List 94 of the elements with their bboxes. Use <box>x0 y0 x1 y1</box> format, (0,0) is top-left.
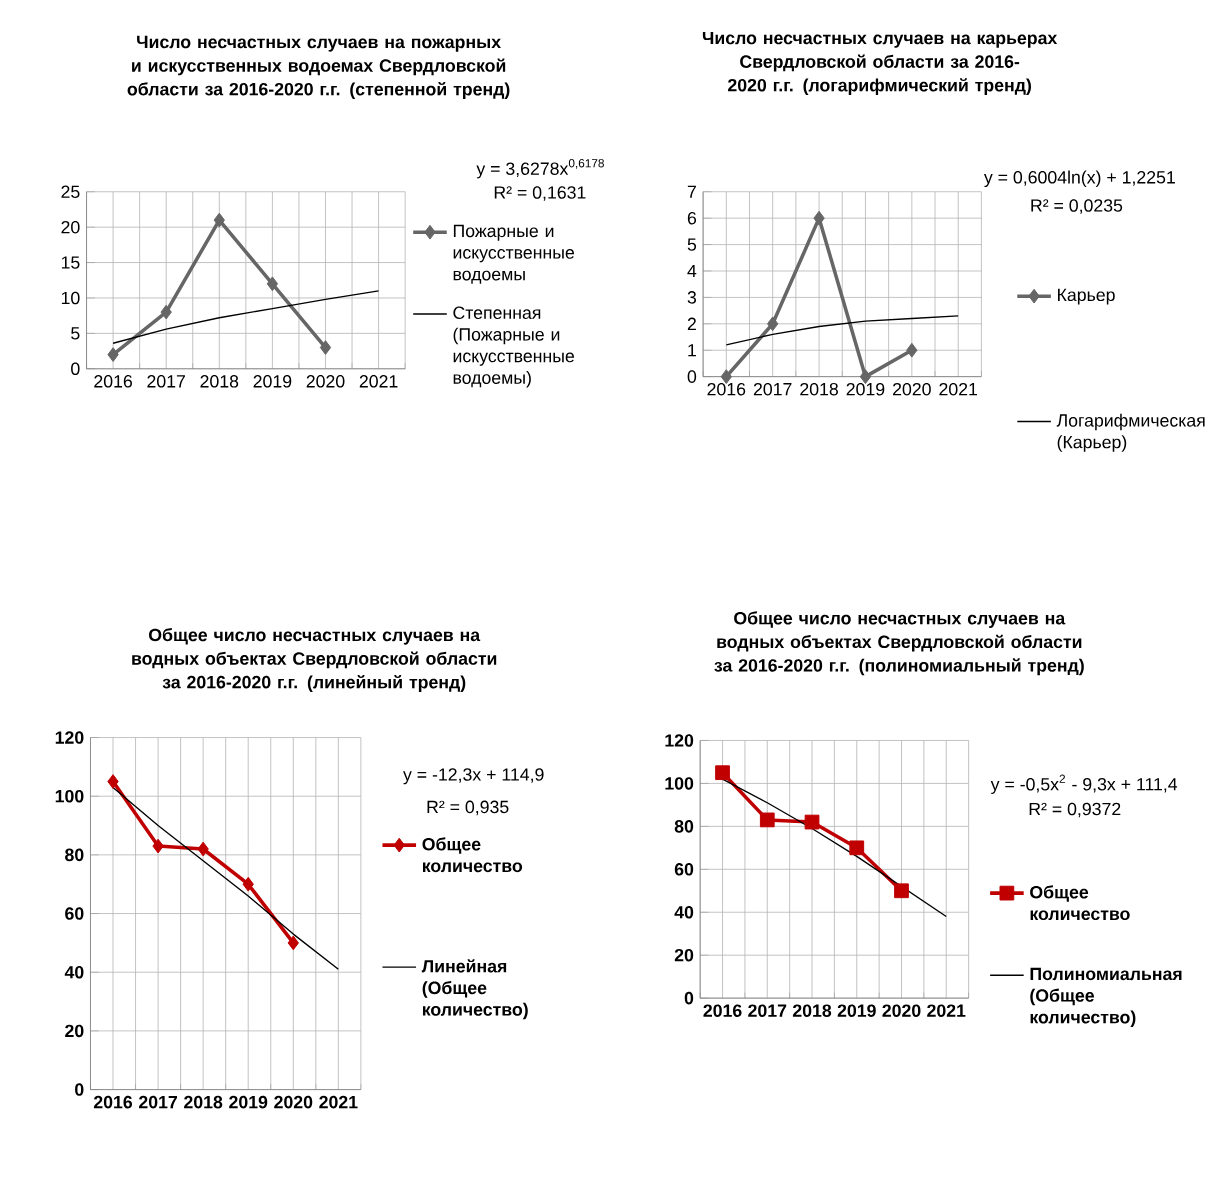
x-tick-label: 2018 <box>184 1095 223 1109</box>
y-tick-label: 1 <box>688 344 696 357</box>
y-tick-label: 0 <box>75 1083 84 1096</box>
legend-label: Степенная (Пожарные и искусственные водоемы) <box>453 306 575 388</box>
point <box>859 369 872 384</box>
line-series <box>725 315 959 346</box>
y-tick-label: 40 <box>64 965 84 979</box>
point <box>242 876 254 892</box>
point <box>759 812 775 828</box>
y-tick-label: 15 <box>61 256 80 269</box>
y-tick-label: 40 <box>674 905 694 919</box>
x-tick-label: 2021 <box>927 1004 966 1017</box>
point <box>266 276 279 292</box>
y-tick-label: 5 <box>71 327 80 340</box>
x-tick-label: 2017 <box>147 375 185 388</box>
text: R² = 0,0235 <box>1031 199 1123 214</box>
x-tick-label: 2021 <box>359 375 398 388</box>
x-tick-label: 2017 <box>753 382 792 396</box>
x-tick-label: 2020 <box>893 382 931 396</box>
x-tick-label: 2019 <box>253 375 292 388</box>
point <box>197 841 209 857</box>
x-tick-label: 2016 <box>93 1095 133 1109</box>
line-series <box>112 290 380 344</box>
text: y = -0,5x$^{2}$ - 9,3x + 111,4 <box>990 774 1178 794</box>
chart-title: Число несчастных случаев на карьерах Свердловской области за 2016-2020 г.г. (логарифмический тренд) <box>702 31 1058 95</box>
text: y = 0,6004ln(x) + 1,2251 <box>983 170 1175 188</box>
y-tick-label: 120 <box>55 731 84 744</box>
x-tick-label: 2016 <box>707 382 746 396</box>
y-tick-label: 100 <box>55 789 84 803</box>
legend-label: Пожарные и искусственные водоемы <box>453 224 575 284</box>
y-tick-label: 2 <box>687 317 696 330</box>
y-tick-label: 20 <box>674 948 694 962</box>
x-tick-label: 2017 <box>748 1004 787 1017</box>
chart-title: Общее число несчастных случаев на водных объектах Свердловской области за 2016-2020 г.г. (линейный тренд) <box>132 628 497 692</box>
x-tick-label: 2020 <box>274 1095 313 1109</box>
x-tick-label: 2016 <box>94 375 132 388</box>
y-tick-label: 0 <box>687 370 697 383</box>
text: R² = 0,9372 <box>1029 802 1121 818</box>
y-tick-label: 25 <box>61 185 80 199</box>
point <box>213 212 225 228</box>
x-tick-label: 2020 <box>306 375 345 388</box>
legend-label: Карьер <box>1058 288 1115 305</box>
x-tick-label: 2020 <box>882 1004 921 1017</box>
chart-title: Общее число несчастных случаев на водных объектах Свердловской области за 2016-2020 г.г. (полиномиальный тренд) <box>714 611 1084 676</box>
text: y = -12,3x + 114,9 <box>403 768 544 785</box>
point <box>906 342 918 358</box>
point <box>804 814 820 830</box>
text: R² = 0,935 <box>427 800 509 816</box>
legend-label: Общее количество <box>422 837 523 873</box>
point <box>287 935 299 951</box>
chart-title: Число несчастных случаев на пожарных и искусственных водоемах Свердловской области за 2016-2020 г.г. (степенной тренд) <box>127 35 510 99</box>
y-tick-label: 0 <box>71 362 80 376</box>
point <box>152 838 164 854</box>
y-tick-label: 7 <box>687 185 696 198</box>
point <box>107 774 119 789</box>
y-tick-label: 60 <box>65 907 84 920</box>
y-tick-label: 80 <box>65 848 84 862</box>
point <box>894 883 909 899</box>
legend-label: Логарифмическая (Карьер) <box>1056 413 1205 452</box>
x-tick-label: 2017 <box>139 1095 177 1109</box>
y-tick-label: 0 <box>684 991 694 1005</box>
point <box>715 765 730 781</box>
point <box>319 340 332 355</box>
x-tick-label: 2016 <box>703 1004 742 1017</box>
text: R² = 0,1631 <box>494 186 586 201</box>
x-tick-label: 2021 <box>939 382 978 396</box>
x-tick-label: 2019 <box>229 1095 268 1109</box>
x-tick-label: 2018 <box>792 1004 832 1017</box>
y-tick-label: 5 <box>687 238 697 251</box>
y-tick-label: 20 <box>65 1024 84 1038</box>
x-tick-label: 2019 <box>837 1004 876 1017</box>
x-tick-label: 2021 <box>319 1095 358 1109</box>
y-tick-label: 4 <box>687 264 697 278</box>
y-tick-label: 80 <box>674 820 694 833</box>
y-tick-label: 10 <box>61 291 80 305</box>
y-tick-label: 120 <box>665 734 694 747</box>
x-tick-label: 2018 <box>800 382 838 396</box>
y-tick-label: 6 <box>687 211 697 225</box>
point <box>813 210 825 226</box>
point <box>160 304 172 320</box>
text: y = 3,6278x$^{0,6178}$ <box>476 159 604 179</box>
x-tick-label: 2019 <box>846 382 885 396</box>
point <box>720 369 732 384</box>
y-tick-label: 100 <box>665 777 694 790</box>
point <box>107 347 119 362</box>
legend-label: Полиномиальная (Общее количество) <box>1030 967 1182 1027</box>
legend-label: Общее количество <box>1030 885 1130 921</box>
y-tick-label: 60 <box>674 863 694 876</box>
point <box>767 316 779 332</box>
y-tick-label: 3 <box>687 291 697 304</box>
legend-label: Линейная (Общее количество) <box>421 959 528 1020</box>
x-tick-label: 2018 <box>200 375 239 388</box>
point <box>849 840 865 856</box>
y-tick-label: 20 <box>61 220 80 234</box>
